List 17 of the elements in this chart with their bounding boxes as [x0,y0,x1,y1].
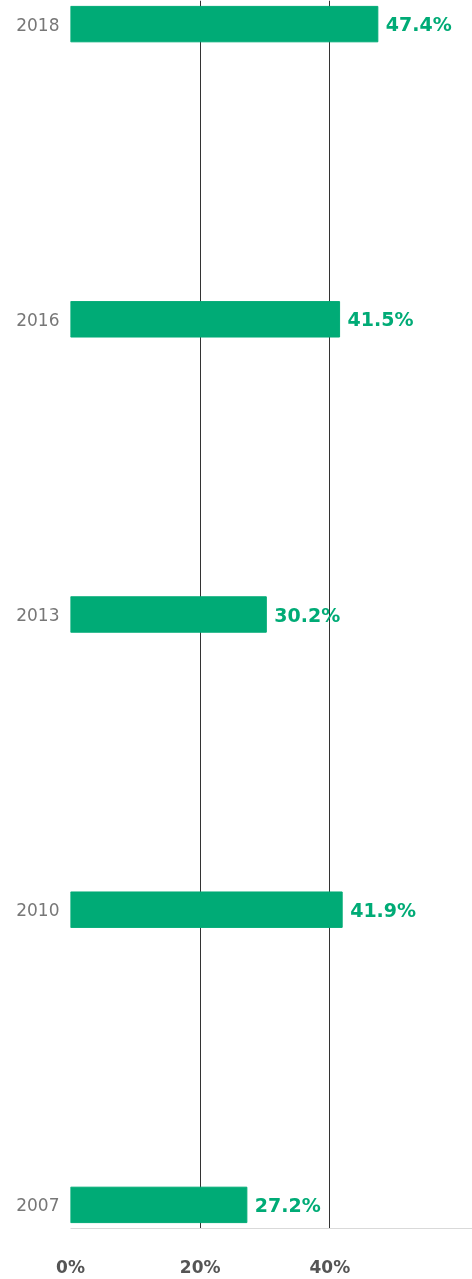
y-tick-label: 2007 [16,1195,60,1216]
x-tick-label: 0% [56,1256,85,1277]
data-label: 41.5% [347,308,414,331]
data-label: 27.2% [254,1193,321,1216]
bar [70,596,267,633]
x-tick-label: 20% [179,1256,221,1277]
data-label: 41.9% [350,898,417,921]
y-tick-label: 2010 [16,900,60,921]
y-tick-label: 2016 [16,309,60,330]
bar [70,1186,248,1224]
bar [70,301,341,338]
bar [70,891,343,928]
y-tick-label: 2013 [16,605,60,625]
x-tick-label: 40% [309,1256,351,1277]
y-tick-label: 2018 [16,14,60,35]
bar [70,5,379,43]
data-label: 47.4% [385,13,452,36]
